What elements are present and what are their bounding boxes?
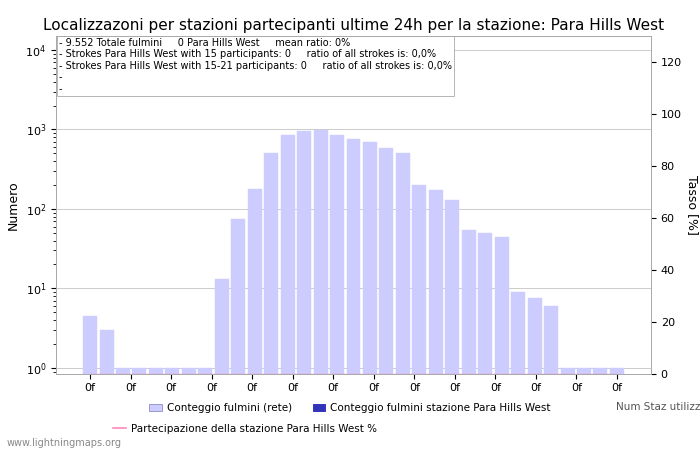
- Bar: [528, 298, 542, 450]
- Legend: Partecipazione della stazione Para Hills West %: Partecipazione della stazione Para Hills…: [113, 423, 377, 433]
- Bar: [281, 135, 295, 450]
- Bar: [248, 189, 262, 450]
- Bar: [215, 279, 229, 450]
- Bar: [330, 135, 344, 450]
- Bar: [83, 316, 97, 450]
- Bar: [429, 189, 443, 450]
- Bar: [462, 230, 476, 450]
- Bar: [561, 368, 575, 450]
- Bar: [231, 219, 245, 450]
- Bar: [478, 233, 492, 450]
- Bar: [182, 368, 196, 450]
- Legend: Conteggio fulmini (rete), Conteggio fulmini stazione Para Hills West: Conteggio fulmini (rete), Conteggio fulm…: [149, 403, 551, 413]
- Bar: [99, 330, 113, 450]
- Bar: [412, 185, 426, 450]
- Bar: [149, 368, 163, 450]
- Bar: [594, 368, 608, 450]
- Title: Localizzazoni per stazioni partecipanti ultime 24h per la stazione: Para Hills W: Localizzazoni per stazioni partecipanti …: [43, 18, 664, 33]
- Bar: [346, 140, 360, 450]
- Text: - 9.552 Totale fulmini     0 Para Hills West     mean ratio: 0%
- Strokes Para H: - 9.552 Totale fulmini 0 Para Hills West…: [59, 38, 452, 94]
- Bar: [198, 368, 212, 450]
- Bar: [165, 368, 179, 450]
- Bar: [511, 292, 525, 450]
- Bar: [379, 148, 393, 450]
- Bar: [495, 237, 509, 450]
- Bar: [132, 368, 146, 450]
- Bar: [264, 153, 278, 450]
- Y-axis label: Tasso [%]: Tasso [%]: [685, 175, 699, 235]
- Bar: [577, 368, 591, 450]
- Bar: [445, 200, 459, 450]
- Bar: [116, 368, 130, 450]
- Bar: [314, 130, 328, 450]
- Text: www.lightningmaps.org: www.lightningmaps.org: [7, 438, 122, 448]
- Bar: [396, 153, 410, 450]
- Bar: [544, 306, 558, 450]
- Y-axis label: Numero: Numero: [7, 180, 20, 230]
- Bar: [610, 368, 624, 450]
- Text: Num Staz utilizzate: Num Staz utilizzate: [616, 402, 700, 412]
- Bar: [363, 142, 377, 450]
- Bar: [297, 131, 311, 450]
